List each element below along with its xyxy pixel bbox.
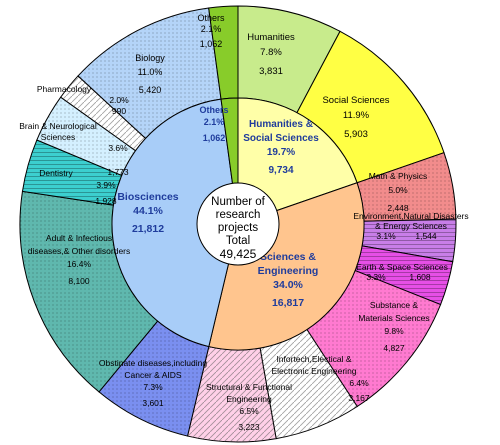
outer-pharmacology-count: 990 [112,106,126,116]
outer-pharmacology-label: Pharmacology [37,84,92,94]
outer-environment-natural-disasters-energy-sciences-count: 1,544 [415,231,437,241]
outer-social-sciences-percent: 11.9% [343,110,370,121]
outer-social-sciences-label: Social Sciences [322,95,389,106]
outer-brain-neurological-sciences-label: Sciences [41,132,76,142]
inner-humanities-social-sciences-label: Social Sciences [243,133,319,144]
outer-biology-percent: 11.0% [138,67,163,77]
outer-labels: Humanities 7.8% 3,831 Social Sciences 11.9% 5… [19,13,468,432]
outer-others-label: Others [197,13,225,23]
outer-dentistry-slice-texture [22,140,122,206]
outer-dentistry-label: Dentistry [39,168,73,178]
outer-substance-materials-sciences-percent: 9.8% [384,326,404,336]
center-line-1: Number of [211,196,265,208]
inner-biosciences-label: Biosciences [117,191,178,203]
outer-pharmacology-slice-texture [60,75,146,151]
outer-adult-infectious-diseases-other-disorders-count: 8,100 [68,276,90,286]
center-line-4: Total [226,235,250,247]
outer-environment-natural-disasters-energy-sciences-percent: 3.1% [376,231,396,241]
outer-substance-materials-sciences-label: Substance & [370,300,419,310]
inner-others-count: 1,062 [203,133,226,143]
outer-obstinate-diseases-including-cancer-aids-label: Obstinate diseases,including [99,358,207,368]
outer-math-physics-count: 2,448 [387,203,409,213]
outer-math-physics-percent: 5.0% [388,185,408,195]
outer-substance-materials-sciences-count: 4,827 [383,343,405,353]
outer-obstinate-diseases-including-cancer-aids-slice-texture [98,321,209,437]
outer-substance-materials-sciences-slice-texture [306,270,441,407]
outer-structural-functional-engineering-label: Engineering [226,394,272,404]
outer-pharmacology-percent: 2.0% [109,95,129,105]
inner-sciences-engineering-count: 16,817 [272,297,304,309]
outer-adult-infectious-diseases-other-disorders-label: Adult & Infectious [46,233,112,243]
inner-others-percent: 2.1% [204,117,225,127]
outer-substance-materials-sciences-label: Materials Sciences [358,313,429,323]
outer-structural-functional-engineering-slice-texture [187,346,277,442]
outer-adult-infectious-diseases-other-disorders-label: diseases,& Other disorders [28,246,131,256]
outer-brain-neurological-sciences-percent: 3.6% [108,143,128,153]
outer-structural-functional-engineering-count: 3,223 [238,422,260,432]
inner-biosciences-slice [111,98,239,348]
outer-infortech-electical-electronic-engineering-count: 3,167 [348,393,370,403]
outer-math-physics-label: Math & Physics [369,171,428,181]
outer-adult-infectious-diseases-other-disorders-slice-texture [19,191,158,392]
outer-earth-space-sciences-count: 1,608 [409,272,431,282]
inner-biosciences-percent: 44.1% [133,205,163,217]
center-line-2: research [216,209,261,221]
outer-adult-infectious-diseases-other-disorders-percent: 16.4% [67,259,92,269]
outer-infortech-electical-electronic-engineering-label: Electronic Engineering [271,366,356,376]
outer-brain-neurological-sciences-label: Brain & Neurological [19,121,97,131]
outer-obstinate-diseases-including-cancer-aids-count: 3,601 [142,398,164,408]
outer-obstinate-diseases-including-cancer-aids-percent: 7.3% [143,382,163,392]
center-total: 49,425 [220,247,257,261]
inner-humanities-social-sciences-percent: 19.7% [267,147,295,158]
outer-biology-slice-texture [78,7,222,139]
outer-brain-neurological-sciences-count: 1,773 [107,167,129,177]
outer-biology-count: 5,420 [139,85,162,95]
outer-structural-functional-engineering-label: Structural & Functional [206,382,292,392]
outer-others-percent: 2.1% [201,24,222,34]
inner-others-label: Others [199,105,228,115]
outer-social-sciences-count: 5,903 [344,129,368,140]
outer-environment-natural-disasters-energy-sciences-label: Environment,Natural Disasters [353,211,468,221]
outer-earth-space-sciences-percent: 3.3% [366,272,386,282]
center-line-3: projects [218,222,259,234]
outer-obstinate-diseases-including-cancer-aids-label: Cancer & AIDS [124,370,181,380]
outer-humanities-label: Humanities [247,32,295,43]
outer-environment-natural-disasters-energy-sciences-label: & Energy Sciences [375,221,447,231]
outer-environment-natural-disasters-energy-sciences-slice-texture [362,219,456,262]
outer-structural-functional-engineering-percent: 6.5% [239,406,259,416]
outer-earth-space-sciences-slice-texture [355,245,453,305]
outer-others-count: 1,062 [200,39,223,49]
center-circle [196,182,280,266]
inner-sciences-engineering-label: Sciences & [260,251,316,263]
inner-humanities-social-sciences-count: 9,734 [268,165,293,176]
outer-math-physics-slice-texture [357,152,456,222]
inner-sciences-engineering-percent: 34.0% [273,279,303,291]
outer-infortech-electical-electronic-engineering-slice-texture [260,329,358,439]
inner-labels: Humanities & Social Sciences 19.7% 9,734 Sci… [117,105,319,309]
outer-humanities-count: 3,831 [259,66,283,77]
outer-earth-space-sciences-label: Earth & Space Sciences [356,262,448,272]
outer-dentistry-percent: 3.9% [96,180,116,190]
outer-ring [19,5,457,443]
inner-humanities-social-sciences-label: Humanities & [249,119,313,130]
outer-infortech-electical-electronic-engineering-percent: 6.4% [349,378,369,388]
outer-humanities-percent: 7.8% [260,47,282,58]
outer-biology-label: Biology [135,53,165,63]
outer-brain-neurological-sciences-slice-texture [36,97,136,176]
outer-dentistry-count: 1,928 [95,196,117,206]
inner-sciences-engineering-label: Engineering [258,265,319,277]
inner-biosciences-count: 21,812 [132,223,164,235]
inner-humanities-social-sciences-slice [237,97,358,225]
outer-infortech-electical-electronic-engineering-label: Infortech,Electical & [276,354,351,364]
